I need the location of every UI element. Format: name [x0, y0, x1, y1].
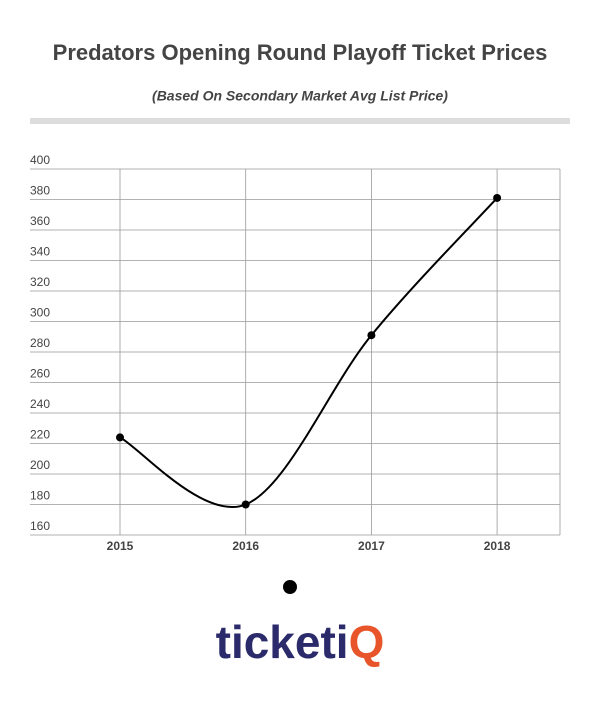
data-point [116, 433, 124, 442]
logo-accent: Q [349, 616, 385, 668]
y-tick-label: 220 [30, 428, 50, 442]
x-tick-label: 2016 [232, 539, 259, 553]
x-tick-label: 2015 [107, 539, 134, 553]
y-tick-label: 400 [30, 153, 50, 167]
series-line [119, 197, 498, 508]
legend-marker [283, 580, 297, 594]
y-tick-label: 180 [30, 489, 50, 503]
y-tick-label: 320 [30, 275, 50, 289]
logo: ticketiQ [216, 616, 385, 668]
divider [30, 118, 570, 124]
y-tick-label: 280 [30, 336, 50, 350]
y-tick-label: 160 [30, 519, 50, 533]
logo-main: ticketi [216, 616, 349, 668]
data-point [241, 500, 250, 509]
y-tick-label: 260 [30, 367, 50, 381]
y-tick-label: 240 [30, 397, 50, 411]
y-tick-label: 360 [30, 214, 50, 228]
y-tick-label: 380 [30, 184, 50, 198]
y-tick-label: 300 [30, 306, 50, 320]
x-tick-label: 2017 [358, 539, 385, 553]
data-point [493, 193, 502, 202]
y-tick-label: 200 [30, 458, 50, 472]
x-tick-label: 2018 [484, 539, 511, 553]
chart-subtitle: (Based On Secondary Market Avg List Pric… [152, 88, 448, 104]
y-tick-label: 340 [30, 245, 50, 259]
data-point [367, 331, 376, 340]
chart-title: Predators Opening Round Playoff Ticket P… [53, 40, 548, 65]
